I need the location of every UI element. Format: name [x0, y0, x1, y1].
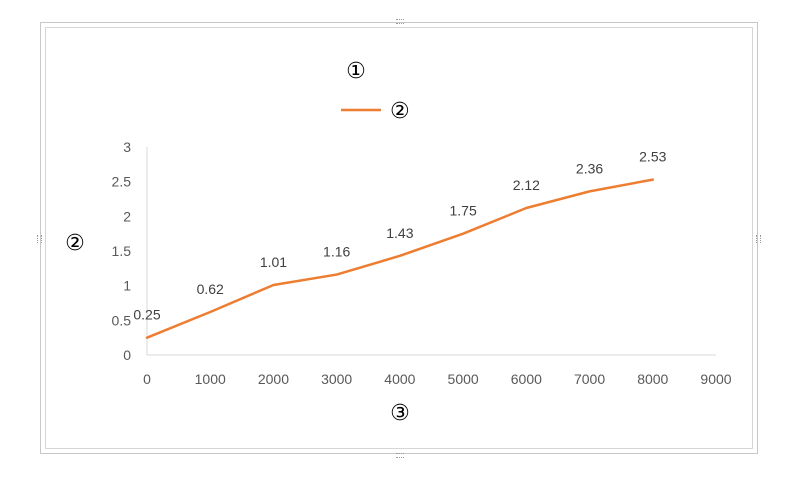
chart-area [45, 27, 753, 449]
data-point[interactable] [397, 253, 403, 259]
legend[interactable]: ② [341, 99, 410, 124]
x-tick-label: 1000 [195, 371, 226, 387]
x-tick-label: 6000 [511, 371, 542, 387]
data-label: 0.62 [197, 281, 224, 297]
data-point[interactable] [270, 282, 276, 288]
chart-title[interactable]: ① [346, 59, 366, 84]
data-point[interactable] [207, 309, 213, 315]
x-tick-label: 3000 [321, 371, 352, 387]
y-tick-label: 1 [123, 278, 131, 294]
x-tick-label: 7000 [574, 371, 605, 387]
x-axis-title[interactable]: ③ [390, 401, 410, 426]
data-point[interactable] [460, 231, 466, 237]
y-tick-label: 3 [123, 139, 131, 155]
resize-handle-right[interactable] [756, 235, 761, 243]
data-point[interactable] [144, 335, 150, 341]
y-tick-labels: 0 0.5 1 1.5 2 2.5 3 [112, 139, 132, 363]
x-tick-label: 0 [143, 371, 151, 387]
x-tick-labels: 0 1000 2000 3000 4000 5000 6000 7000 8000 9000 [143, 371, 732, 387]
x-tick-label: 9000 [700, 371, 731, 387]
x-tick-label: 4000 [384, 371, 415, 387]
data-label: 2.36 [576, 160, 603, 176]
resize-handle-bottom[interactable] [396, 453, 404, 458]
series-group [144, 177, 656, 341]
chart-frame[interactable] [40, 22, 758, 454]
data-point[interactable] [650, 177, 656, 183]
data-point[interactable] [523, 205, 529, 211]
legend-label: ② [390, 99, 410, 124]
x-tick-label: 8000 [637, 371, 668, 387]
data-label: 2.53 [639, 149, 666, 165]
y-tick-label: 0.5 [112, 312, 132, 328]
series-line[interactable] [145, 178, 655, 339]
data-label: 1.01 [260, 254, 287, 270]
y-tick-label: 1.5 [112, 243, 132, 259]
data-label: 1.43 [386, 225, 413, 241]
data-label-group: 0.25 0.62 1.01 1.16 1.43 1.75 2.12 2.36 2.53 [133, 149, 666, 323]
data-point[interactable] [587, 188, 593, 194]
y-axis-title[interactable]: ② [65, 231, 85, 256]
resize-handle-left[interactable] [37, 235, 42, 243]
data-label: 2.12 [513, 177, 540, 193]
data-point[interactable] [334, 272, 340, 278]
data-label: 1.16 [323, 244, 350, 260]
resize-handle-top[interactable] [396, 19, 404, 24]
x-tick-label: 2000 [258, 371, 289, 387]
data-label: 0.25 [133, 307, 160, 323]
y-tick-label: 0 [123, 347, 131, 363]
x-tick-label: 5000 [448, 371, 479, 387]
y-tick-label: 2.5 [112, 174, 132, 190]
y-tick-label: 2 [123, 208, 131, 224]
data-label: 1.75 [449, 203, 476, 219]
